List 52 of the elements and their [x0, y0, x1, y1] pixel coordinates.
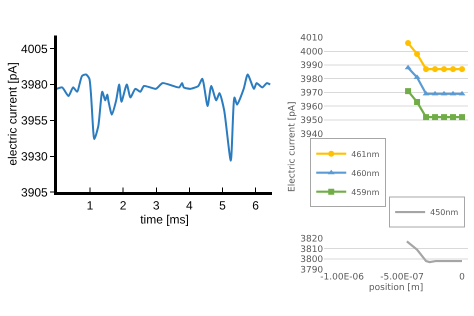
point — [432, 66, 438, 72]
point — [432, 114, 438, 120]
point — [450, 114, 456, 120]
y-tick-label: 3820 — [300, 234, 324, 244]
point — [441, 66, 448, 72]
y-tick-label: 3980 — [21, 78, 48, 92]
x-tick-label: 0 — [459, 272, 466, 282]
y-tick-label: 3990 — [300, 61, 324, 72]
line-series — [56, 73, 272, 162]
y-tick-label: 3960 — [300, 102, 324, 112]
y-axis-title: Electric current [pA] — [287, 102, 298, 192]
legend-label: 461nm — [351, 150, 380, 159]
point — [450, 90, 456, 96]
x-tick-label: 4 — [186, 198, 194, 212]
point — [441, 114, 448, 120]
y-tick-label: 3810 — [300, 244, 324, 255]
point — [423, 66, 430, 72]
y-tick-label: 3930 — [21, 150, 48, 164]
y-tick-label: 3800 — [300, 255, 324, 266]
point — [459, 66, 466, 72]
point — [423, 114, 430, 120]
legend-label: 459nm — [351, 188, 380, 197]
y-tick-label: 4000 — [300, 47, 324, 58]
point — [405, 88, 412, 94]
x-tick-label: -5.00E-07 — [380, 272, 424, 282]
y-tick-label: 4010 — [300, 34, 324, 44]
x-axis-title: time [ms] — [140, 212, 189, 226]
y-axis-title: electric current [pA] — [5, 62, 20, 166]
y-tick-label: 3950 — [300, 116, 324, 126]
x-tick-label: 5 — [219, 198, 226, 212]
y-tick-label: 3980 — [300, 74, 324, 85]
y-tick-label: 3955 — [21, 114, 48, 128]
legend-label: 460nm — [351, 168, 380, 178]
legend-label: 450nm — [430, 208, 458, 218]
x-tick-label: 3 — [152, 198, 160, 212]
line-series — [406, 240, 464, 264]
x-axis-title: position [m] — [368, 283, 424, 294]
point — [432, 90, 438, 96]
y-tick-label: 3905 — [21, 185, 48, 200]
point — [450, 66, 456, 72]
point — [414, 51, 420, 58]
y-tick-label: 3940 — [300, 130, 324, 140]
x-tick-label: 2 — [120, 198, 127, 212]
y-tick-label: 3970 — [300, 88, 324, 99]
point — [414, 99, 420, 106]
point — [459, 114, 466, 120]
point — [405, 40, 412, 46]
y-tick-label: 4005 — [21, 42, 48, 56]
x-tick-label: 6 — [252, 198, 260, 212]
point — [440, 90, 448, 96]
point — [458, 90, 466, 96]
x-tick-label: 1 — [86, 198, 94, 212]
